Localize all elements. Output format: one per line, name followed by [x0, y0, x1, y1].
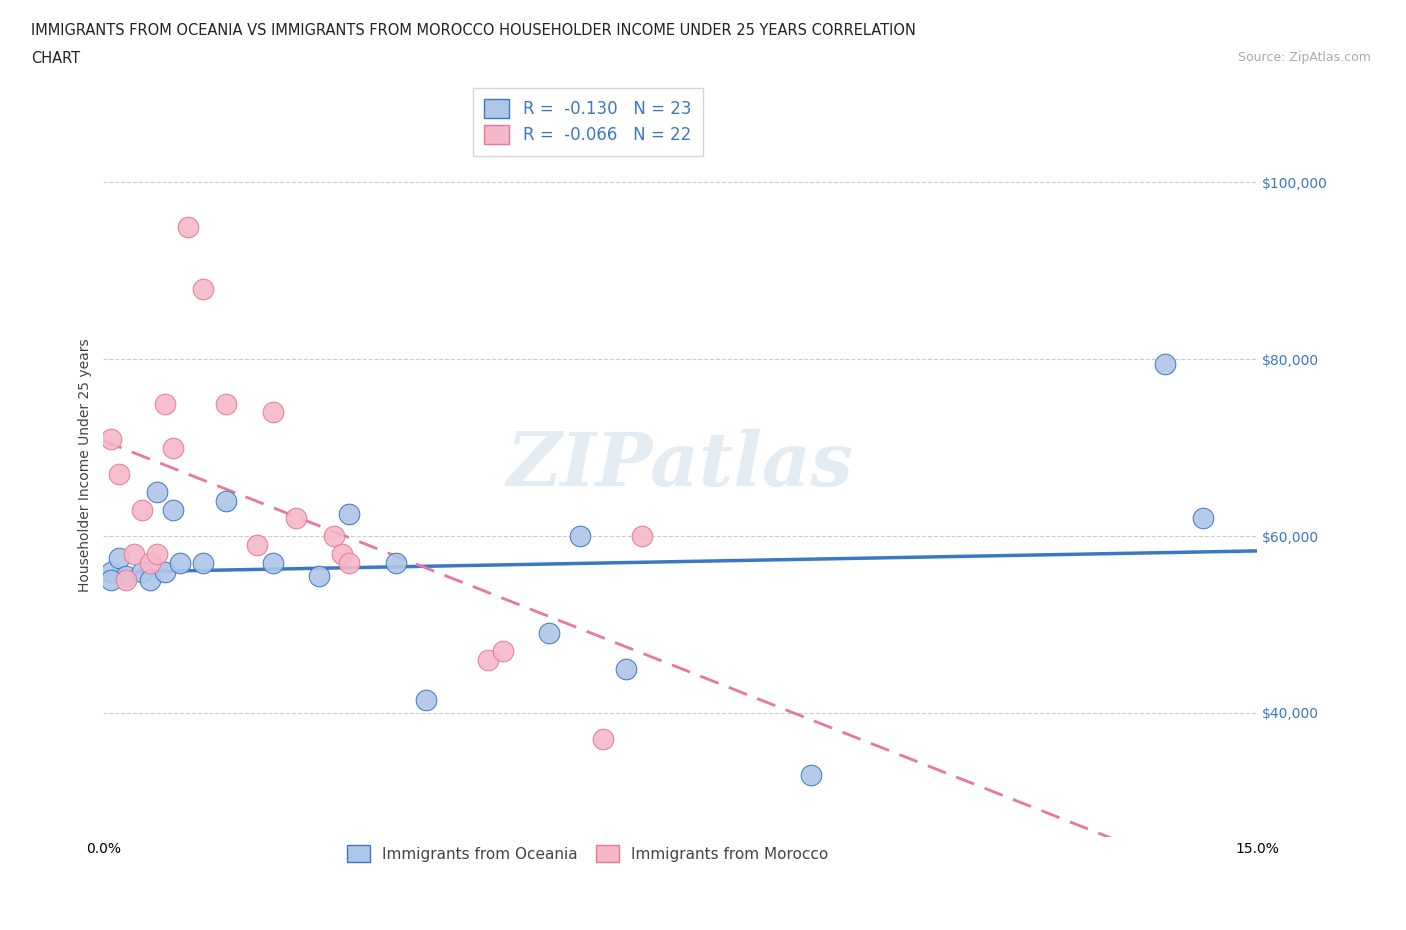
- Point: [569, 528, 592, 543]
- Point: [131, 565, 153, 579]
- Y-axis label: Householder Income Under 25 years: Householder Income Under 25 years: [79, 339, 93, 592]
- Point: [415, 692, 437, 707]
- Point: [339, 555, 361, 570]
- Point: [215, 493, 238, 508]
- Point: [107, 467, 129, 482]
- Point: [146, 485, 169, 499]
- Point: [115, 573, 138, 588]
- Point: [193, 555, 215, 570]
- Point: [284, 511, 307, 525]
- Point: [1192, 511, 1215, 525]
- Point: [339, 507, 361, 522]
- Point: [262, 405, 284, 419]
- Point: [138, 555, 160, 570]
- Point: [146, 547, 169, 562]
- Point: [384, 555, 406, 570]
- Point: [1153, 356, 1175, 371]
- Point: [131, 502, 153, 517]
- Point: [262, 555, 284, 570]
- Point: [115, 568, 138, 583]
- Point: [800, 767, 823, 782]
- Legend: Immigrants from Oceania, Immigrants from Morocco: Immigrants from Oceania, Immigrants from…: [339, 837, 837, 870]
- Point: [492, 644, 515, 658]
- Point: [538, 626, 561, 641]
- Point: [153, 396, 176, 411]
- Point: [246, 538, 269, 552]
- Point: [614, 661, 637, 676]
- Point: [169, 555, 191, 570]
- Point: [100, 565, 122, 579]
- Point: [193, 281, 215, 296]
- Text: Source: ZipAtlas.com: Source: ZipAtlas.com: [1237, 51, 1371, 64]
- Point: [477, 653, 499, 668]
- Point: [323, 528, 346, 543]
- Point: [215, 396, 238, 411]
- Point: [107, 551, 129, 565]
- Point: [138, 573, 160, 588]
- Point: [100, 573, 122, 588]
- Point: [162, 502, 184, 517]
- Point: [308, 568, 330, 583]
- Point: [153, 565, 176, 579]
- Point: [100, 432, 122, 446]
- Point: [592, 732, 614, 747]
- Point: [122, 547, 145, 562]
- Text: ZIPatlas: ZIPatlas: [506, 429, 853, 501]
- Point: [162, 440, 184, 455]
- Point: [630, 528, 652, 543]
- Text: CHART: CHART: [31, 51, 80, 66]
- Point: [330, 547, 353, 562]
- Text: IMMIGRANTS FROM OCEANIA VS IMMIGRANTS FROM MOROCCO HOUSEHOLDER INCOME UNDER 25 Y: IMMIGRANTS FROM OCEANIA VS IMMIGRANTS FR…: [31, 23, 915, 38]
- Point: [177, 219, 200, 234]
